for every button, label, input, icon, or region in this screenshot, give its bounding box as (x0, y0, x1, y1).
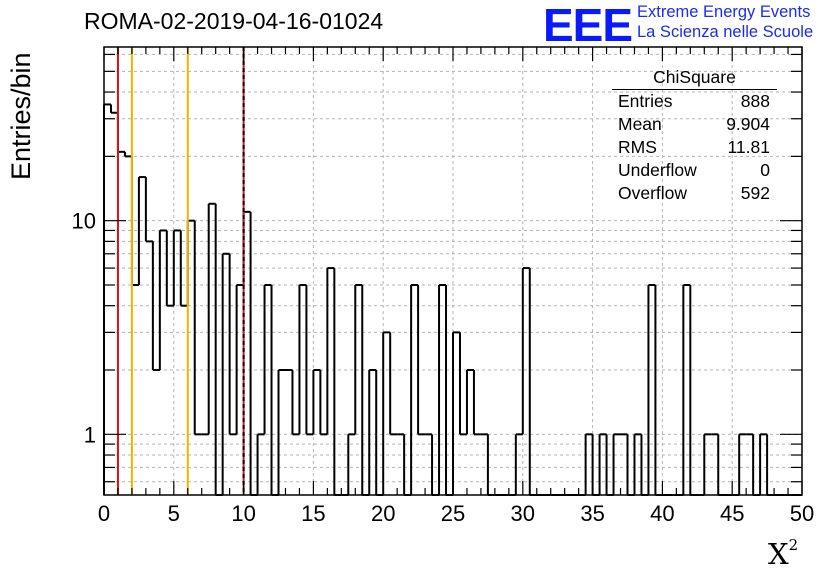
run-title: ROMA-02-2019-04-16-01024 (84, 8, 384, 34)
stats-label: Overflow (618, 183, 688, 203)
logo-text-line1: Extreme Energy Events (637, 3, 811, 21)
stats-value: 0 (760, 160, 770, 180)
y-axis-label: Entries/bin (6, 52, 36, 180)
x-tick-label: 30 (511, 501, 535, 526)
x-tick-label: 35 (580, 501, 604, 526)
x-tick-label: 40 (650, 501, 674, 526)
logo-text-line2: La Scienza nelle Scuole (637, 23, 814, 41)
eee-logo: EEE (543, 0, 633, 51)
marker-lines (116, 47, 245, 495)
x-tick-label: 5 (168, 501, 180, 526)
stats-row-overflow: Overflow 592 (612, 182, 777, 205)
stats-label: Mean (618, 114, 662, 134)
x-axis-ticks: 0 5 10 15 20 25 30 35 40 45 50 (98, 47, 814, 526)
stats-row-underflow: Underflow 0 (612, 159, 777, 182)
x-axis-label: X2 (768, 536, 799, 571)
stats-label: Underflow (618, 160, 697, 180)
x-axis-label-superscript: 2 (788, 536, 799, 554)
stats-row-mean: Mean 9.904 (612, 113, 777, 136)
stats-row-entries: Entries 888 (612, 90, 777, 113)
y-axis-ticks: 1 10 (72, 53, 802, 483)
stats-value: 9.904 (726, 114, 770, 134)
x-tick-label: 0 (98, 501, 110, 526)
x-tick-label: 15 (301, 501, 325, 526)
stats-label: Entries (618, 91, 673, 111)
stats-value: 592 (740, 183, 770, 203)
x-tick-label: 45 (720, 501, 744, 526)
stats-value: 888 (740, 91, 770, 111)
x-tick-label: 20 (371, 501, 395, 526)
stats-label: RMS (618, 137, 657, 157)
stats-row-rms: RMS 11.81 (612, 136, 777, 159)
y-tick-label: 1 (84, 422, 96, 447)
x-tick-label: 25 (441, 501, 465, 526)
y-tick-label: 10 (72, 209, 96, 234)
stats-value: 11.81 (727, 137, 771, 157)
x-tick-label: 10 (231, 501, 255, 526)
stats-box: ChiSquare Entries 888 Mean 9.904 RMS 11.… (612, 66, 777, 205)
x-tick-label: 50 (790, 501, 814, 526)
stats-title: ChiSquare (612, 66, 777, 90)
